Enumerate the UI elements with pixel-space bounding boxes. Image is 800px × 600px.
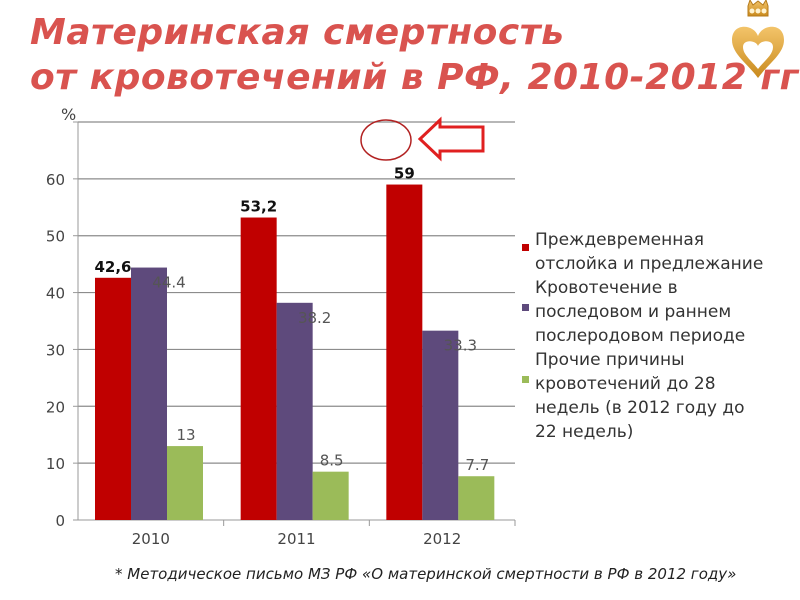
legend-item: Кровотечение в последовом и раннем послеро… (522, 276, 792, 348)
title-line-1: Материнская смертность (30, 12, 565, 53)
y-tick-label: 50 (46, 228, 65, 246)
legend-label: отслойка и предлежание (535, 254, 764, 274)
bar-series-3-2012 (458, 476, 495, 520)
legend-item: Преждевременная отслойка и предлежание (522, 228, 792, 276)
bar-value-label: 13 (176, 426, 195, 444)
legend-swatch (522, 376, 529, 383)
legend-label: послеродовом периоде (535, 326, 746, 346)
x-tick-label: 2010 (132, 530, 170, 548)
legend-swatch (522, 244, 529, 251)
bar-series-1-2011 (240, 217, 277, 520)
y-tick-label: 60 (46, 171, 65, 189)
y-tick-label: 30 (46, 341, 65, 359)
footnote: * Методическое письмо МЗ РФ «О материнск… (115, 565, 737, 583)
y-tick-label: 40 (46, 285, 65, 303)
y-tick-label: 10 (46, 455, 65, 473)
legend-label: недель (в 2012 году до (535, 398, 745, 418)
legend-label: Преждевременная (535, 230, 704, 250)
bar-value-label: 7.7 (465, 456, 489, 474)
bar-series-3-2010 (167, 446, 203, 520)
x-tick-label: 2012 (423, 530, 461, 548)
bar-series-2-2010 (131, 267, 167, 520)
red-circle-highlight-icon (360, 119, 412, 161)
y-axis-unit: % (61, 105, 76, 124)
legend-item: Прочие причины кровотечений до 28 недель (… (522, 348, 792, 444)
legend-label: Прочие причины (535, 350, 685, 370)
left-arrow-outline-icon (417, 116, 485, 162)
heart-crown-logo-icon (732, 0, 784, 78)
bar-series-2-2011 (276, 302, 313, 520)
legend-label: Кровотечение в (535, 278, 678, 298)
page-title: Материнская смертность от кровотечений в… (30, 10, 799, 100)
legend-label: последовом и раннем (535, 302, 732, 322)
chart-legend: Преждевременная отслойка и предлежание Кро… (522, 228, 792, 444)
bar-series-1-2012 (386, 184, 423, 521)
title-line-2: от кровотечений в РФ, 2010-2012 гг (30, 57, 799, 98)
y-tick-label: 20 (46, 398, 65, 416)
bar-value-label: 8.5 (320, 452, 344, 470)
x-tick-label: 2011 (277, 530, 315, 548)
legend-label: 22 недель) (535, 422, 634, 442)
y-tick-label: 0 (55, 512, 65, 530)
bar-value-label: 59 (394, 165, 415, 183)
bar-series-1-2010 (95, 277, 131, 520)
legend-label: кровотечений до 28 (535, 374, 716, 394)
legend-swatch (522, 304, 529, 311)
bar-series-3-2011 (312, 471, 349, 520)
bar-series-2-2012 (422, 330, 459, 520)
bar-value-label: 38.2 (298, 309, 331, 327)
bar-value-label: 53,2 (240, 198, 277, 216)
bar-value-label: 42,6 (94, 258, 131, 276)
bar-value-label: 33.3 (444, 337, 477, 355)
bar-value-label: 44.4 (152, 274, 185, 292)
